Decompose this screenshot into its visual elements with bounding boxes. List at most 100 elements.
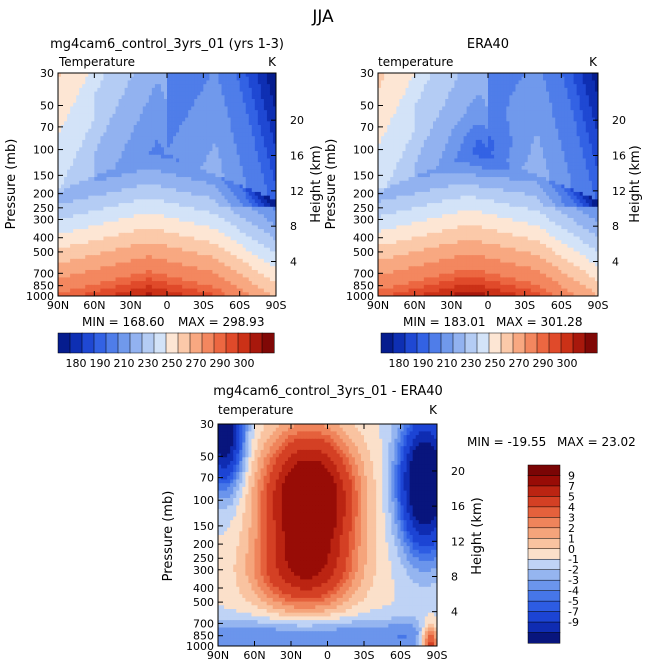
field-cell <box>215 99 219 104</box>
panel-obs: ERA40 temperature K Pressure (mb) Height… <box>324 37 643 370</box>
field-cell <box>242 258 247 263</box>
field-cell <box>139 125 144 130</box>
field-cell <box>218 288 222 293</box>
field-cell <box>212 125 216 130</box>
field-cell <box>148 143 153 148</box>
field-cell <box>191 162 195 167</box>
field-cell <box>115 292 119 297</box>
field-cell <box>248 229 253 234</box>
field-cell <box>564 87 568 92</box>
field-cell <box>454 87 458 92</box>
field-cell <box>582 80 587 85</box>
field-cell <box>439 95 443 100</box>
field-cell <box>91 199 95 204</box>
field-cell <box>121 84 126 89</box>
field-cell <box>163 143 168 148</box>
field-cell <box>133 262 138 267</box>
field-cell <box>76 195 80 200</box>
field-cell <box>212 269 216 275</box>
field-cell <box>115 102 119 107</box>
field-cell <box>127 281 132 286</box>
field-cell <box>585 99 590 104</box>
field-cell <box>118 162 122 167</box>
field-cell <box>543 95 547 100</box>
field-cell <box>203 210 207 215</box>
field-cell <box>82 165 86 171</box>
field-cell <box>173 154 177 159</box>
field-cell <box>167 225 171 230</box>
field-cell <box>188 87 192 92</box>
field-cell <box>76 229 80 234</box>
field-cell <box>64 191 68 197</box>
field-cell <box>224 206 228 211</box>
field-cell <box>100 288 104 293</box>
field-cell <box>200 87 204 92</box>
field-cell <box>136 277 141 282</box>
field-cell <box>106 203 110 208</box>
field-cell <box>151 151 156 156</box>
field-cell <box>70 132 74 137</box>
field-cell <box>515 84 519 89</box>
field-cell <box>224 102 228 107</box>
field-cell <box>227 258 231 263</box>
field-cell <box>191 262 195 267</box>
field-cell <box>215 125 219 130</box>
field-cell <box>408 95 413 100</box>
field-cell <box>194 132 198 137</box>
field-cell <box>58 225 62 230</box>
field-cell <box>221 162 225 167</box>
field-cell <box>230 76 235 81</box>
field-cell <box>118 132 122 137</box>
field-cell <box>182 165 186 171</box>
field-cell <box>121 292 126 297</box>
field-cell <box>197 125 201 130</box>
field-cell <box>103 177 107 182</box>
field-cell <box>218 125 222 130</box>
field-cell <box>197 106 201 111</box>
field-cell <box>194 165 198 171</box>
field-cell <box>170 113 174 118</box>
field-cell <box>136 221 141 226</box>
field-cell <box>136 158 141 163</box>
field-cell <box>197 251 201 256</box>
field-cell <box>206 273 210 278</box>
field-cell <box>402 84 406 89</box>
field-cell <box>227 269 231 275</box>
field-cell <box>115 125 119 130</box>
field-cell <box>67 80 71 85</box>
field-cell <box>160 147 165 152</box>
field-cell <box>88 162 92 167</box>
field-cell <box>85 191 89 197</box>
field-cell <box>115 281 119 286</box>
field-cell <box>173 147 177 152</box>
field-cell <box>206 143 210 148</box>
field-cell <box>124 243 129 249</box>
field-cell <box>194 169 198 174</box>
field-cell <box>221 210 225 215</box>
field-cell <box>61 106 65 111</box>
field-cell <box>100 247 104 252</box>
field-cell <box>176 277 180 282</box>
field-cell <box>160 210 165 215</box>
field-cell <box>148 292 153 297</box>
field-cell <box>145 214 150 219</box>
field-cell <box>115 162 119 167</box>
field-cell <box>239 195 244 200</box>
field-cell <box>170 143 174 148</box>
field-cell <box>142 80 147 85</box>
field-cell <box>176 232 180 237</box>
field-cell <box>209 229 213 234</box>
field-cell <box>124 125 129 130</box>
field-cell <box>148 76 153 81</box>
field-cell <box>103 288 107 293</box>
colorbar-swatch <box>213 332 227 354</box>
field-cell <box>170 91 174 96</box>
field-cell <box>58 84 62 89</box>
field-cell <box>73 128 77 133</box>
field-cell <box>390 95 394 100</box>
field-cell <box>423 99 428 104</box>
field-cell <box>151 191 156 197</box>
field-cell <box>139 91 144 96</box>
field-cell <box>58 180 62 185</box>
field-cell <box>100 143 104 148</box>
